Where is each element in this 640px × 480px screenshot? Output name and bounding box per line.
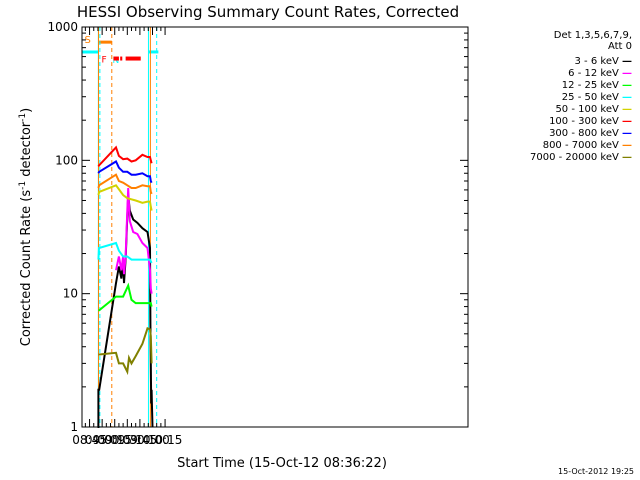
plot-frame (81, 26, 469, 428)
saa-label-s: S (85, 35, 91, 46)
legend-item-2: 6 - 12 keV — (568, 68, 632, 79)
x-tick-label-5: 10:00 (135, 433, 170, 447)
series-6 (97, 145, 153, 167)
legend-header-1: Att 0 (608, 41, 632, 52)
x-tick-label-0: 08:45 (72, 433, 107, 447)
plot-timestamp: 15-Oct-2012 19:25 (558, 467, 634, 476)
plot-area: S NF (82, 27, 159, 427)
series-9 (98, 326, 153, 376)
legend-header-0: Det 1,3,5,6,7,9, (554, 30, 632, 41)
y-axis-label-end: ) (19, 108, 34, 113)
legend: Det 1,3,5,6,7,9,Att 0 3 - 6 keV —6 - 12 k… (530, 30, 632, 163)
flare-label: F (101, 56, 106, 66)
y-axis-label-mid: detector (19, 121, 34, 181)
legend-item-6: 100 - 300 keV — (549, 116, 632, 127)
y-axis-label-main: Corrected Count Rate (s (19, 190, 34, 347)
series-8 (97, 173, 153, 195)
saa-label-n: N (113, 56, 120, 66)
y-axis-label: Corrected Count Rate (s-1 detector-1) (18, 108, 34, 346)
legend-item-8: 800 - 7000 keV — (543, 140, 632, 151)
x-tick-label-1: 09:00 (85, 433, 120, 447)
chart-title: HESSI Observing Summary Count Rates, Cor… (77, 3, 459, 21)
legend-item-4: 25 - 50 keV — (562, 92, 632, 103)
series-3 (98, 282, 153, 312)
x-tick-label-6: 10:15 (148, 433, 183, 447)
x-tick-label-2: 09:15 (97, 433, 132, 447)
y-tick-label-3: 1000 (47, 20, 78, 34)
legend-item-1: 3 - 6 keV — (575, 56, 632, 67)
y-axis-label-sup1: -1 (18, 181, 28, 190)
series-layer (97, 145, 154, 428)
series-4 (97, 241, 153, 264)
y-tick-label-2: 100 (55, 153, 78, 167)
y-axis-label-sup2: -1 (18, 113, 28, 122)
series-1 (97, 194, 154, 428)
x-tick-label-3: 09:30 (110, 433, 145, 447)
y-tick-label-0: 1 (70, 420, 78, 434)
legend-item-7: 300 - 800 keV — (549, 128, 632, 139)
y-tick-label-1: 10 (63, 287, 78, 301)
x-tick-label-4: 09:45 (123, 433, 158, 447)
legend-item-5: 50 - 100 keV — (555, 104, 632, 115)
x-axis-label: Start Time (15-Oct-12 08:36:22) (177, 456, 387, 471)
series-7 (97, 160, 153, 184)
legend-item-9: 7000 - 20000 keV — (530, 152, 632, 163)
series-5 (97, 184, 153, 211)
legend-item-3: 12 - 25 keV — (562, 80, 632, 91)
